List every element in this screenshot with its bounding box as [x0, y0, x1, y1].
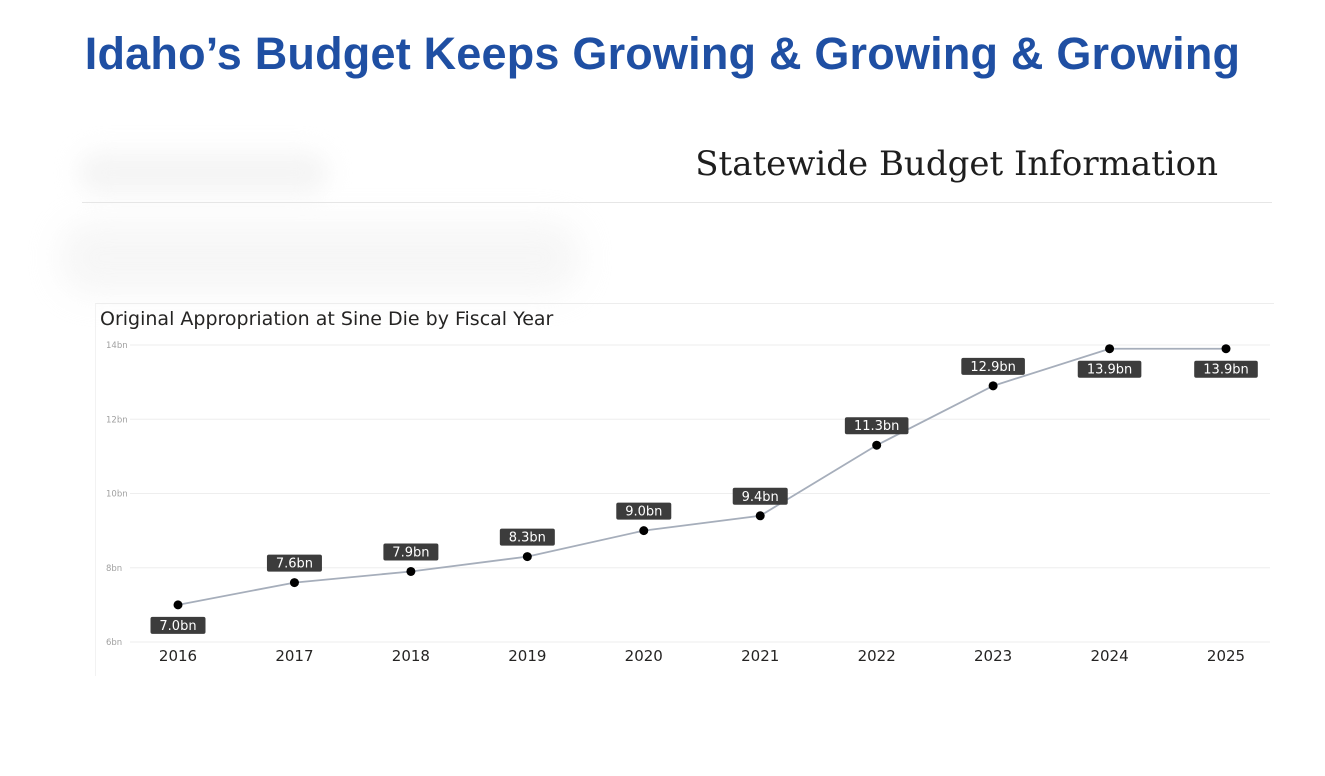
x-tick-label: 2017 — [275, 647, 313, 665]
data-label-text: 7.9bn — [392, 545, 429, 560]
data-label: 13.9bn — [1077, 360, 1142, 378]
data-point — [1221, 344, 1231, 354]
x-tick-label: 2025 — [1207, 647, 1245, 665]
x-tick-label: 2020 — [625, 647, 663, 665]
series-line — [177, 347, 1226, 606]
data-label-text: 7.0bn — [159, 619, 196, 634]
data-labels: 7.0bn 7.6bn 7.9bn 8.3bn 9.0bn 9.4bn 11.3bn 12.9… — [150, 357, 1258, 634]
y-axis-ticks: 6bn 8bn 10bn 12bn 14bn — [106, 341, 128, 648]
data-label: 8.3bn — [499, 528, 555, 546]
headline: Idaho’s Budget Keeps Growing & Growing &… — [84, 28, 1241, 79]
x-axis-ticks: 2016 2017 2018 2019 2020 2021 2022 2023 2024 2025 — [159, 647, 1245, 665]
data-label: 12.9bn — [961, 357, 1025, 375]
data-label-background — [150, 616, 206, 634]
data-label-background — [266, 554, 322, 572]
x-tick-label: 2023 — [974, 647, 1012, 665]
data-label-background — [732, 487, 788, 505]
y-tick-label: 12bn — [106, 415, 128, 425]
x-tick-label: 2019 — [508, 647, 546, 665]
series-line-layer — [177, 347, 1226, 606]
blurred-region — [78, 152, 328, 194]
x-tick-label: 2018 — [392, 647, 430, 665]
data-point — [406, 566, 416, 576]
data-label-text: 13.9bn — [1087, 363, 1132, 378]
data-label: 11.3bn — [844, 417, 909, 435]
x-tick-label: 2016 — [159, 647, 197, 665]
data-label-background — [616, 502, 672, 520]
data-label: 13.9bn — [1194, 360, 1258, 378]
data-label-background — [383, 543, 439, 561]
gridlines — [130, 344, 1270, 643]
data-points — [173, 344, 1231, 610]
y-tick-label: 10bn — [106, 490, 128, 500]
data-label-text: 11.3bn — [854, 419, 899, 434]
data-label-background — [961, 357, 1025, 375]
y-tick-label: 6bn — [106, 638, 122, 648]
data-label: 9.4bn — [732, 487, 788, 505]
data-point — [872, 440, 882, 450]
data-label: 7.9bn — [383, 543, 439, 561]
data-label-background — [1194, 360, 1258, 378]
data-label-text: 12.9bn — [970, 360, 1015, 375]
data-label: 7.0bn — [150, 616, 206, 634]
x-tick-label: 2024 — [1090, 647, 1128, 665]
y-tick-label: 8bn — [106, 564, 122, 574]
data-point — [173, 600, 183, 610]
data-label-text: 9.0bn — [625, 505, 662, 520]
data-point — [755, 511, 765, 521]
data-point — [522, 552, 532, 562]
y-tick-label: 14bn — [106, 341, 128, 351]
panel-title: Statewide Budget Information — [695, 144, 1218, 184]
data-point — [988, 381, 998, 391]
data-label-text: 9.4bn — [742, 490, 779, 505]
data-label-background — [1077, 360, 1142, 378]
data-point — [1105, 344, 1115, 354]
x-tick-label: 2021 — [741, 647, 779, 665]
data-point — [289, 578, 299, 588]
data-label: 9.0bn — [616, 502, 672, 520]
chart-title: Original Appropriation at Sine Die by Fi… — [100, 308, 554, 330]
x-tick-label: 2022 — [858, 647, 896, 665]
data-label-background — [844, 417, 909, 435]
data-label-text: 13.9bn — [1203, 363, 1248, 378]
data-point — [639, 526, 649, 536]
chart-card — [95, 303, 1274, 676]
data-label-background — [499, 528, 555, 546]
data-label-text: 7.6bn — [276, 557, 313, 572]
data-label-text: 8.3bn — [509, 531, 546, 546]
data-label: 7.6bn — [266, 554, 322, 572]
blurred-region — [60, 222, 580, 294]
divider — [82, 202, 1272, 203]
